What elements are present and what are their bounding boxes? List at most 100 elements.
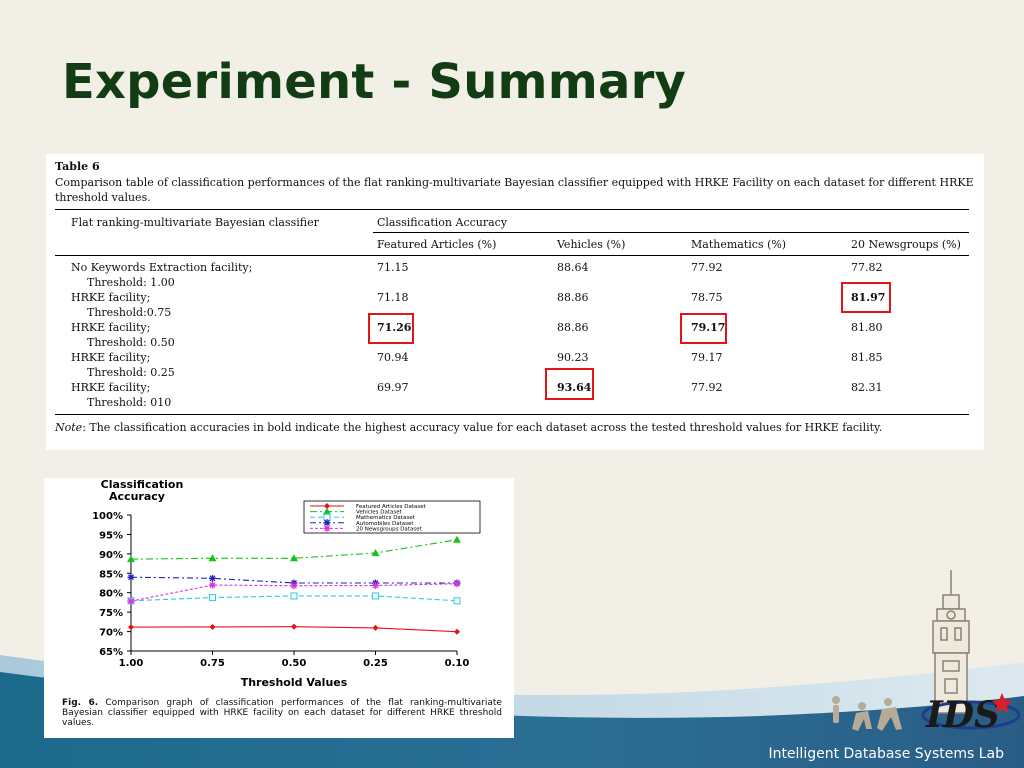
footer-lab-name: Intelligent Database Systems Lab	[768, 746, 1004, 762]
legend-entry: Mathematics Dataset	[356, 515, 416, 521]
data-point	[290, 582, 298, 590]
data-point	[453, 535, 461, 543]
data-point	[453, 580, 461, 588]
legend-marker	[324, 503, 330, 509]
highlight-box	[680, 313, 727, 344]
cell-value: 69.97	[377, 381, 409, 394]
data-point	[209, 623, 216, 630]
cell-value: 88.64	[557, 261, 589, 274]
highlight-box	[368, 313, 414, 344]
figure-label: Fig. 6.	[62, 698, 99, 708]
row-label: HRKE facility;	[71, 321, 151, 334]
row-label: HRKE facility;	[71, 381, 151, 394]
x-tick-label: 0.25	[363, 658, 388, 669]
cell-value: 77.92	[691, 381, 723, 394]
note-label: Note	[55, 421, 83, 434]
data-point	[209, 581, 216, 589]
comparison-table: Table 6 Comparison table of classificati…	[46, 154, 984, 450]
cell-value: 78.75	[691, 291, 723, 304]
cell-value-best: 79.17	[691, 321, 726, 334]
data-point	[290, 592, 298, 600]
x-tick-label: 0.50	[282, 658, 307, 669]
legend-entry: Featured Articles Dataset	[356, 504, 427, 510]
data-point	[209, 574, 216, 582]
tower-icon	[932, 570, 970, 714]
cell-value: 71.18	[377, 291, 409, 304]
cell-value: 90.23	[557, 351, 589, 364]
legend-entry: Vehicles Dataset	[356, 510, 403, 516]
table-bottom-rule	[55, 414, 969, 415]
header-bottom-rule	[55, 255, 969, 256]
y-tick-label: 90%	[99, 550, 123, 561]
y-tick-label: 75%	[99, 608, 123, 619]
legend-marker	[323, 519, 331, 527]
x-tick-label: 1.00	[119, 658, 144, 669]
chart-title: Accuracy	[109, 490, 165, 503]
highlight-box	[841, 282, 891, 313]
header-group: Classification Accuracy	[377, 216, 508, 229]
row-threshold: Threshold: 0.50	[87, 336, 175, 349]
highlight-box	[545, 368, 594, 400]
data-point	[127, 573, 135, 581]
data-point	[372, 582, 379, 590]
data-point	[291, 623, 297, 630]
chart-title: Classification	[101, 478, 184, 491]
y-tick-label: 80%	[99, 589, 123, 600]
data-point	[209, 594, 216, 602]
legend-marker	[323, 524, 331, 532]
table-number: Table 6	[55, 160, 100, 173]
table-top-rule	[55, 209, 969, 210]
cell-value: 70.94	[377, 351, 409, 364]
y-tick-label: 70%	[99, 628, 123, 639]
cell-value: 88.86	[557, 321, 589, 334]
cell-value: 71.15	[377, 261, 409, 274]
col-mathematics: Mathematics (%)	[691, 238, 787, 251]
col-vehicles: Vehicles (%)	[557, 238, 626, 251]
row-label: HRKE facility;	[71, 291, 151, 304]
row-threshold: Threshold:0.75	[87, 306, 172, 319]
row-label: No Keywords Extraction facility;	[71, 261, 253, 274]
cell-value-best: 93.64	[557, 381, 592, 394]
series-line	[130, 539, 458, 560]
data-point	[371, 548, 380, 556]
data-point	[372, 624, 379, 631]
series-line	[130, 583, 458, 602]
lab-logo: IDS	[832, 570, 1021, 736]
y-tick-label: 85%	[99, 569, 123, 580]
data-point	[372, 592, 379, 600]
figure-caption-text: Comparison graph of classification perfo…	[62, 698, 502, 728]
y-tick-label: 95%	[99, 530, 123, 541]
data-point	[127, 555, 135, 563]
cell-value-best: 81.97	[851, 291, 886, 304]
data-point	[127, 597, 135, 605]
y-tick-label: 65%	[99, 647, 123, 658]
header-group-rule	[373, 232, 969, 233]
data-point	[208, 554, 217, 562]
legend-marker	[323, 513, 331, 521]
row-threshold: Threshold: 010	[87, 396, 172, 409]
data-point	[453, 597, 461, 605]
ids-logo-icon: IDS	[921, 693, 1021, 736]
x-tick-label: 0.75	[200, 658, 225, 669]
row-threshold: Threshold: 1.00	[87, 276, 175, 289]
x-tick-label: 0.10	[445, 658, 470, 669]
table-caption: Comparison table of classification perfo…	[55, 176, 974, 204]
cell-value: 81.80	[851, 321, 883, 334]
legend-entry: Automobiles Dataset	[356, 521, 414, 527]
cell-value: 77.82	[851, 261, 883, 274]
row-label: HRKE facility;	[71, 351, 151, 364]
col-featured-articles: Featured Articles (%)	[377, 238, 497, 251]
slide-title: Experiment - Summary	[62, 54, 686, 110]
y-tick-label: 100%	[92, 511, 123, 522]
header-row-label: Flat ranking-multivariate Bayesian class…	[71, 216, 319, 229]
table-note: Note: The classification accuracies in b…	[55, 421, 882, 434]
cell-value: 81.85	[851, 351, 883, 364]
cell-value-best: 71.26	[377, 321, 412, 334]
col-20-newsgroups: 20 Newsgroups (%)	[851, 238, 961, 251]
cell-value: 88.86	[557, 291, 589, 304]
note-text: : The classification accuracies in bold …	[82, 421, 883, 434]
data-point	[454, 628, 460, 635]
figures-icon	[832, 696, 902, 731]
row-threshold: Threshold: 0.25	[87, 366, 175, 379]
